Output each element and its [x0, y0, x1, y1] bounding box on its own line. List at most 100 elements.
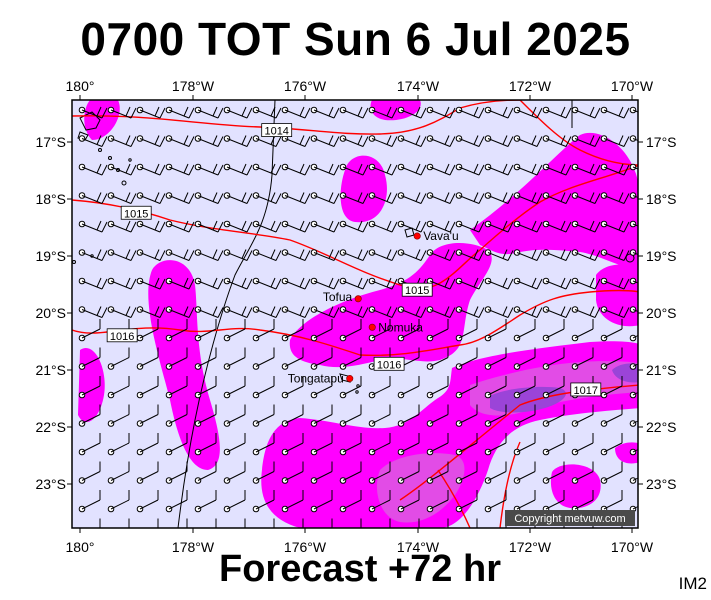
wind-barb [455, 306, 485, 318]
wind-barb [600, 163, 630, 176]
wind-barb [165, 433, 188, 456]
wind-barb [339, 106, 369, 119]
wind-barb [339, 461, 362, 484]
wind-barb [194, 277, 224, 290]
wind-barb [339, 376, 362, 399]
wind-barb [484, 277, 514, 290]
lon-tick-label: 180° [66, 539, 95, 555]
wind-barb [629, 334, 638, 342]
wind-barb [194, 404, 217, 427]
wind-barb [223, 249, 253, 261]
wind-barb [244, 518, 246, 528]
wind-barb [165, 249, 195, 261]
wind-barb [455, 220, 485, 233]
wind-barb [223, 135, 253, 147]
wind-barb [368, 163, 398, 176]
wind-barb [484, 433, 507, 456]
isobar-labels: 1014 1015 1015 1016 1016 1017 [106, 123, 602, 397]
wind-barb [542, 192, 572, 204]
wind-barb [571, 306, 601, 318]
wind-barb [281, 192, 311, 204]
wind-barb [78, 277, 108, 290]
wind-barb [78, 433, 101, 456]
lon-tick-label: 176°W [284, 78, 327, 94]
wind-barb [600, 220, 630, 233]
place-marker: Tongatapu [288, 372, 354, 386]
wind-barb [542, 461, 565, 484]
wind-barb [339, 347, 362, 370]
svg-text:1017: 1017 [574, 385, 598, 397]
wind-barb [600, 347, 623, 370]
wind-barb [281, 404, 304, 427]
wind-barb [455, 277, 485, 290]
wind-barb [136, 192, 166, 204]
map-title: 0700 TOT Sun 6 Jul 2025 [80, 13, 631, 65]
wind-barb [107, 404, 130, 427]
wind-barb [223, 306, 253, 318]
wind-barb [571, 404, 594, 427]
wind-barb [484, 106, 514, 119]
wind-barb [368, 135, 398, 147]
wind-barb [78, 106, 108, 119]
place-dot-icon [368, 323, 376, 331]
wind-barb [542, 347, 565, 370]
wind-barb [600, 319, 623, 342]
lat-tick-label: 22°S [646, 419, 677, 435]
wind-barb [165, 163, 195, 176]
wind-barb [455, 106, 485, 119]
wind-barb [136, 135, 166, 147]
wind-barb [78, 163, 108, 176]
wind-barb [542, 433, 565, 456]
rain-area [340, 155, 387, 223]
wind-barb [513, 319, 536, 342]
wind-barb [600, 135, 630, 147]
wind-barb [78, 376, 101, 399]
wind-barb [600, 404, 623, 427]
wind-barb [426, 306, 456, 318]
wind-barb [107, 490, 130, 513]
wind-barb [455, 376, 478, 399]
wind-barb [571, 249, 601, 261]
wind-barb [368, 192, 398, 204]
wind-barb [455, 135, 485, 147]
wind-barb [513, 249, 543, 261]
wind-barb [157, 518, 159, 528]
isobar-label: 1017 [570, 382, 602, 397]
wind-barb [542, 376, 565, 399]
wind-barb [484, 404, 507, 427]
wind-barb [426, 433, 449, 456]
lon-tick-label: 176°W [284, 539, 327, 555]
wind-barb [78, 490, 101, 513]
wind-barb [136, 319, 159, 342]
wind-barb [397, 376, 420, 399]
wind-barb [426, 135, 456, 147]
wind-barb [426, 347, 449, 370]
wind-barb [426, 490, 449, 513]
wind-barb [426, 220, 456, 233]
rain-areas [78, 100, 638, 528]
wind-barb [107, 433, 130, 456]
boundary-line [177, 100, 276, 528]
isobar-label: 1015 [120, 205, 152, 220]
wind-barb [252, 404, 275, 427]
rain-area [148, 260, 220, 470]
wind-barb [426, 192, 456, 204]
wind-barb [397, 192, 427, 204]
lon-tick-label: 178°W [172, 539, 215, 555]
wind-barb [600, 376, 623, 399]
wind-barb [397, 220, 427, 233]
wind-barb [397, 319, 420, 342]
wind-barb [455, 490, 478, 513]
wind-barb [310, 347, 333, 370]
wind-barb [542, 163, 572, 176]
wind-barb [194, 319, 217, 342]
wind-barb [78, 461, 101, 484]
wind-barb [165, 347, 188, 370]
wind-barb [368, 249, 398, 261]
wind-barb [194, 461, 217, 484]
wind-barb [310, 277, 340, 290]
wind-barb [571, 433, 594, 456]
wind-barb [542, 135, 572, 147]
wind-barb [629, 135, 638, 142]
wind-barb [368, 306, 398, 318]
